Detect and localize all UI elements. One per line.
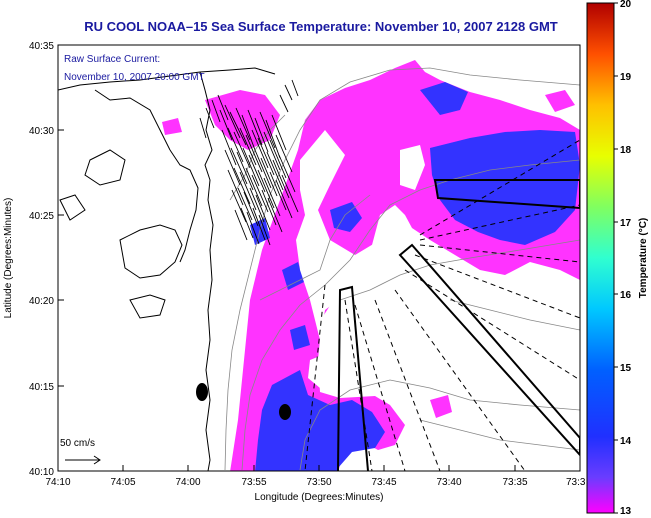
- x-tick-label: 73:35: [502, 477, 527, 488]
- map-title: RU COOL NOAA–15 Sea Surface Temperature:…: [84, 19, 558, 34]
- x-tick-label: 73:40: [436, 477, 461, 488]
- current-vectors: [199, 79, 299, 246]
- station-marker: [196, 383, 208, 401]
- colorbar-tick-label: 16: [620, 290, 632, 301]
- y-tick-label: 40:20: [29, 296, 54, 307]
- y-axis: [58, 44, 64, 472]
- scale-arrow: [65, 455, 101, 465]
- colorbar-tick-label: 13: [620, 506, 632, 517]
- y-tick-label: 40:15: [29, 382, 54, 393]
- x-tick-label: 73:50: [306, 477, 331, 488]
- transect-lines: [304, 139, 580, 471]
- colorbar-ticks: [614, 2, 618, 514]
- colorbar-tick-label: 20: [620, 0, 632, 10]
- x-axis-title: Longitude (Degrees:Minutes): [255, 492, 384, 503]
- scale-label: 50 cm/s: [60, 438, 95, 449]
- colorbar: [586, 2, 615, 514]
- y-tick-label: 40:10: [29, 467, 54, 478]
- colorbar-title: Temperature (°C): [638, 218, 649, 299]
- x-tick-label: 74:00: [175, 477, 200, 488]
- colorbar-tick-label: 14: [620, 436, 632, 447]
- colorbar-tick-label: 19: [620, 72, 632, 83]
- caption-line-2: November 10, 2007 20:00 GMT: [64, 72, 205, 83]
- x-tick-label: 73:55: [241, 477, 266, 488]
- y-tick-label: 40:30: [29, 126, 54, 137]
- coastline: [58, 67, 276, 471]
- colorbar-tick-label: 17: [620, 218, 632, 229]
- sst-cool-patches: [250, 82, 580, 471]
- colorbar-tick-label: 15: [620, 363, 632, 374]
- x-axis: [57, 465, 581, 471]
- x-tick-label: 74:05: [110, 477, 135, 488]
- y-tick-label: 40:25: [29, 211, 54, 222]
- colorbar-tick-label: 18: [620, 145, 632, 156]
- plot-area: [58, 45, 580, 471]
- y-axis-title: Latitude (Degrees:Minutes): [3, 198, 14, 319]
- station-marker: [279, 404, 291, 420]
- x-tick-label: 73:3: [566, 477, 586, 488]
- y-tick-label: 40:35: [29, 41, 54, 52]
- caption-line-1: Raw Surface Current:: [64, 54, 160, 65]
- x-tick-label: 73:45: [371, 477, 396, 488]
- x-tick-label: 74:10: [45, 477, 70, 488]
